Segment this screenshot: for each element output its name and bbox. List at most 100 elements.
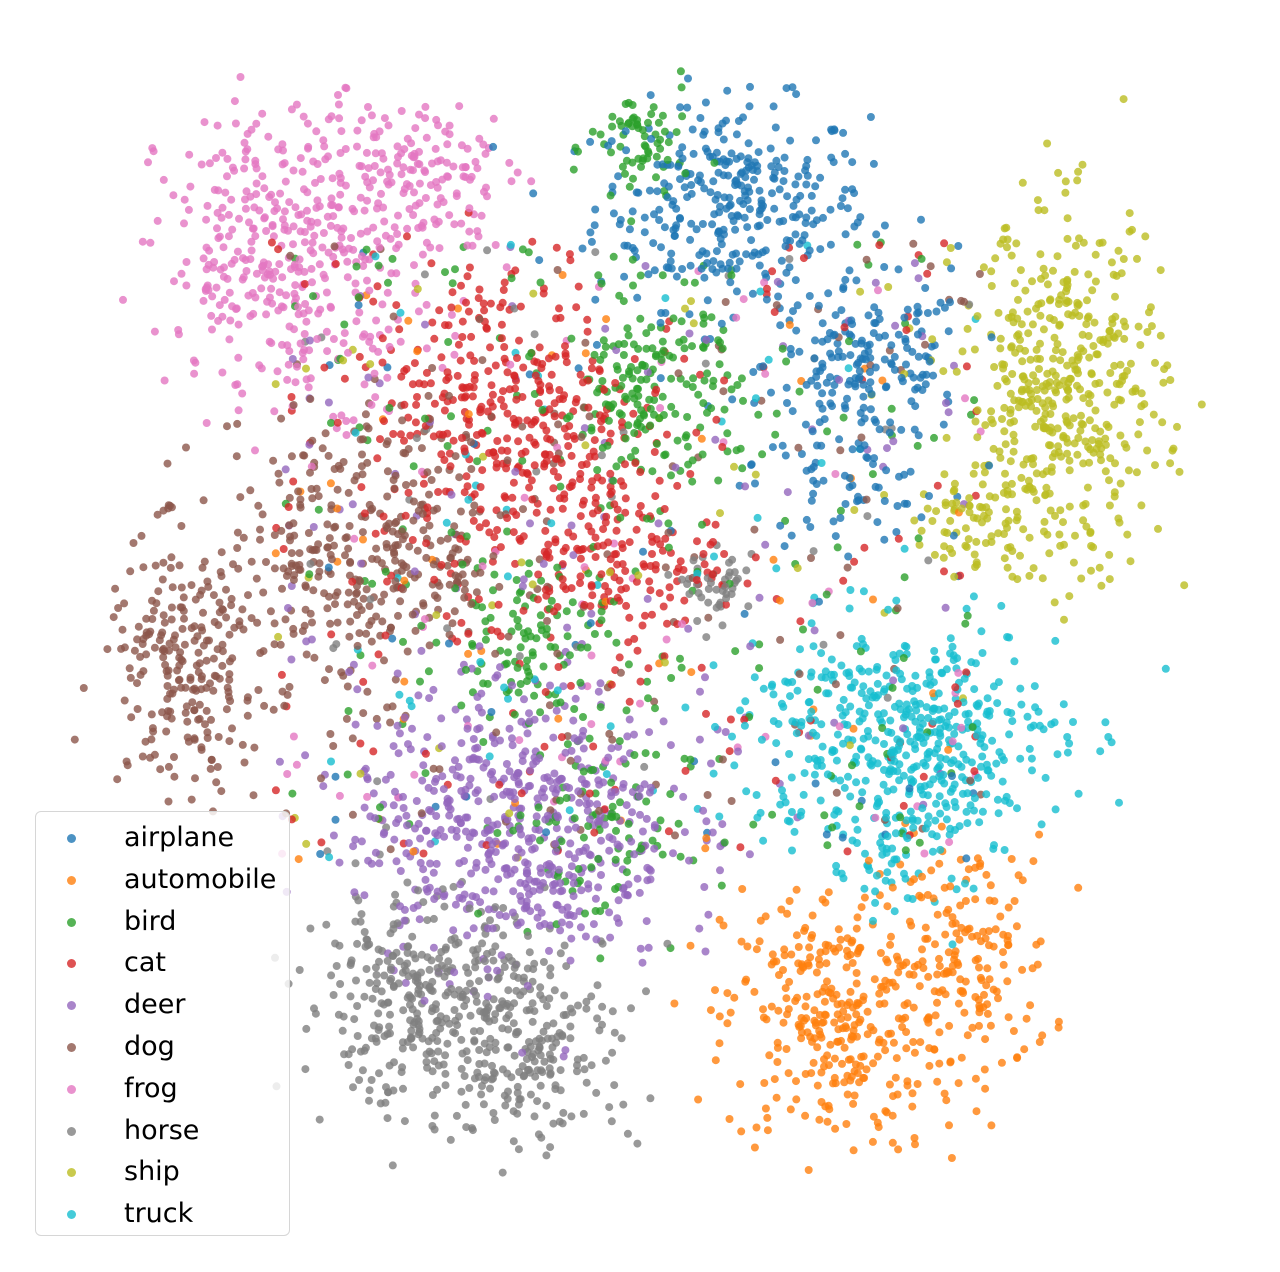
point-bird bbox=[593, 466, 602, 474]
point-truck bbox=[407, 702, 416, 711]
point-horse bbox=[556, 949, 565, 958]
point-automobile bbox=[888, 883, 897, 892]
point-automobile bbox=[875, 989, 884, 998]
point-dog bbox=[163, 459, 172, 468]
point-cat bbox=[456, 534, 465, 543]
point-truck bbox=[813, 761, 822, 770]
point-bird bbox=[615, 737, 624, 746]
point-automobile bbox=[825, 1061, 833, 1070]
point-cat bbox=[483, 407, 492, 416]
point-automobile bbox=[770, 1075, 779, 1084]
point-automobile bbox=[945, 1121, 953, 1130]
point-horse bbox=[542, 1151, 551, 1160]
point-horse bbox=[420, 270, 429, 279]
point-airplane bbox=[808, 427, 817, 436]
point-deer bbox=[421, 320, 429, 329]
point-deer bbox=[466, 774, 475, 783]
point-horse bbox=[664, 570, 673, 579]
point-horse bbox=[322, 920, 331, 929]
point-airplane bbox=[770, 204, 779, 213]
point-frog bbox=[328, 174, 337, 183]
point-cat bbox=[624, 638, 633, 647]
point-bird bbox=[612, 638, 621, 647]
point-cat bbox=[419, 849, 428, 858]
point-deer bbox=[393, 721, 402, 730]
point-ship bbox=[1143, 328, 1152, 336]
point-automobile bbox=[687, 668, 696, 677]
point-ship bbox=[987, 407, 996, 416]
point-airplane bbox=[893, 502, 902, 510]
point-frog bbox=[477, 211, 486, 220]
point-deer bbox=[628, 808, 636, 817]
point-dog bbox=[247, 557, 256, 566]
point-dog bbox=[429, 764, 438, 773]
point-truck bbox=[889, 651, 898, 659]
point-automobile bbox=[935, 1028, 944, 1037]
point-airplane bbox=[838, 194, 847, 203]
point-deer bbox=[410, 567, 419, 576]
point-horse bbox=[513, 1082, 522, 1091]
point-cat bbox=[604, 587, 613, 596]
point-frog bbox=[334, 91, 342, 99]
point-frog bbox=[314, 309, 323, 318]
point-bird bbox=[596, 703, 605, 712]
point-bird bbox=[479, 679, 488, 688]
point-airplane bbox=[592, 340, 601, 349]
point-cat bbox=[482, 324, 491, 333]
point-airplane bbox=[639, 547, 647, 556]
point-dog bbox=[234, 564, 243, 573]
point-frog bbox=[328, 201, 337, 210]
point-deer bbox=[593, 800, 602, 809]
point-bird bbox=[493, 829, 502, 837]
point-ship bbox=[1115, 518, 1124, 527]
point-automobile bbox=[948, 913, 957, 922]
point-ship bbox=[978, 480, 987, 489]
point-ship bbox=[994, 308, 1003, 317]
point-cat bbox=[442, 612, 451, 621]
point-deer bbox=[389, 801, 398, 810]
point-dog bbox=[147, 710, 156, 719]
point-automobile bbox=[984, 927, 993, 936]
point-horse bbox=[524, 931, 532, 940]
point-truck bbox=[860, 884, 869, 893]
point-horse bbox=[435, 954, 444, 963]
point-frog bbox=[380, 114, 389, 123]
point-ship bbox=[1042, 483, 1051, 492]
point-horse bbox=[510, 1051, 519, 1060]
point-deer bbox=[549, 733, 558, 742]
point-deer bbox=[460, 791, 469, 800]
point-frog bbox=[961, 394, 969, 403]
point-horse bbox=[663, 939, 672, 948]
point-airplane bbox=[744, 183, 752, 192]
point-truck bbox=[928, 847, 937, 856]
point-airplane bbox=[874, 308, 883, 317]
point-automobile bbox=[975, 1008, 984, 1017]
point-automobile bbox=[1003, 977, 1012, 986]
point-dog bbox=[543, 617, 552, 625]
point-truck bbox=[937, 668, 946, 677]
point-frog bbox=[234, 320, 243, 329]
point-bird bbox=[616, 142, 625, 151]
point-horse bbox=[712, 585, 721, 594]
point-dog bbox=[325, 534, 334, 543]
point-deer bbox=[508, 734, 516, 743]
point-automobile bbox=[796, 1022, 805, 1030]
point-truck bbox=[859, 682, 868, 691]
point-automobile bbox=[847, 1072, 856, 1081]
point-airplane bbox=[620, 241, 629, 250]
point-horse bbox=[491, 1045, 500, 1054]
point-ship bbox=[302, 364, 310, 373]
point-airplane bbox=[655, 205, 664, 214]
point-automobile bbox=[999, 948, 1007, 957]
point-automobile bbox=[711, 986, 719, 995]
point-automobile bbox=[738, 885, 747, 893]
point-cat bbox=[510, 420, 519, 429]
point-ship bbox=[998, 415, 1006, 423]
point-horse bbox=[502, 1014, 511, 1023]
point-cat bbox=[519, 363, 528, 372]
point-airplane bbox=[676, 103, 685, 112]
point-horse bbox=[566, 1034, 575, 1043]
point-cat bbox=[408, 536, 417, 544]
point-bird bbox=[698, 520, 706, 529]
point-frog bbox=[337, 411, 346, 420]
